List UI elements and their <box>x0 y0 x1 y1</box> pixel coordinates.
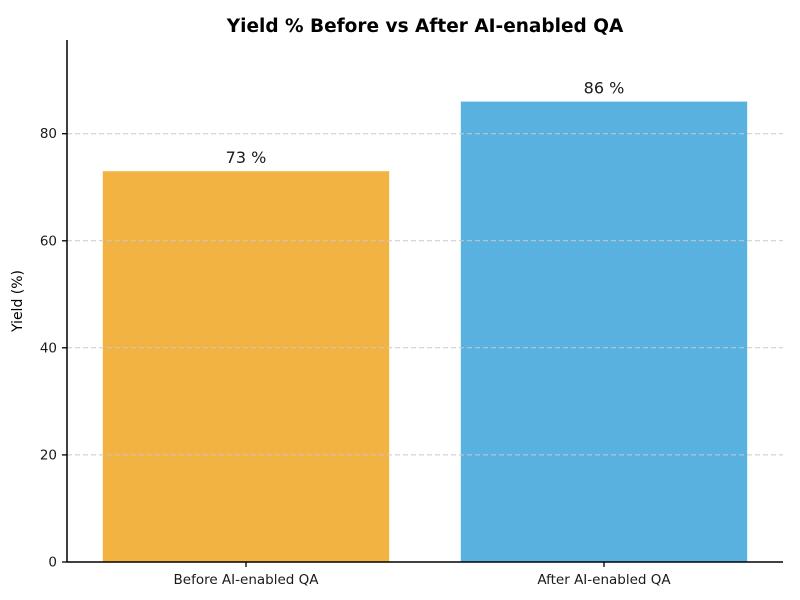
bar-value-labels-layer: 73 % 86 % <box>226 79 625 168</box>
tick-labels-layer: 0 20 40 60 80 Before AI-enabled QA After AI-en… <box>40 126 672 588</box>
y-axis-label: Yield (%) <box>10 270 26 333</box>
y-tick-label-40: 40 <box>40 340 57 356</box>
chart-title: Yield % Before vs After AI-enabled QA <box>226 16 624 37</box>
axes-spines-layer <box>66 40 783 563</box>
y-tick-label-60: 60 <box>40 233 57 249</box>
bar-1 <box>460 101 748 562</box>
y-tick-label-0: 0 <box>48 555 57 571</box>
y-tick-label-80: 80 <box>40 126 57 142</box>
y-tick-label-20: 20 <box>40 447 57 463</box>
x-tick-label-1: After AI-enabled QA <box>537 572 671 588</box>
bar-value-label-0: 73 % <box>226 148 267 167</box>
bars-layer <box>102 101 748 562</box>
x-tick-label-0: Before AI-enabled QA <box>174 572 320 588</box>
bar-0 <box>102 171 390 562</box>
axis-ticks-layer <box>62 133 605 567</box>
bar-value-label-1: 86 % <box>584 79 625 98</box>
